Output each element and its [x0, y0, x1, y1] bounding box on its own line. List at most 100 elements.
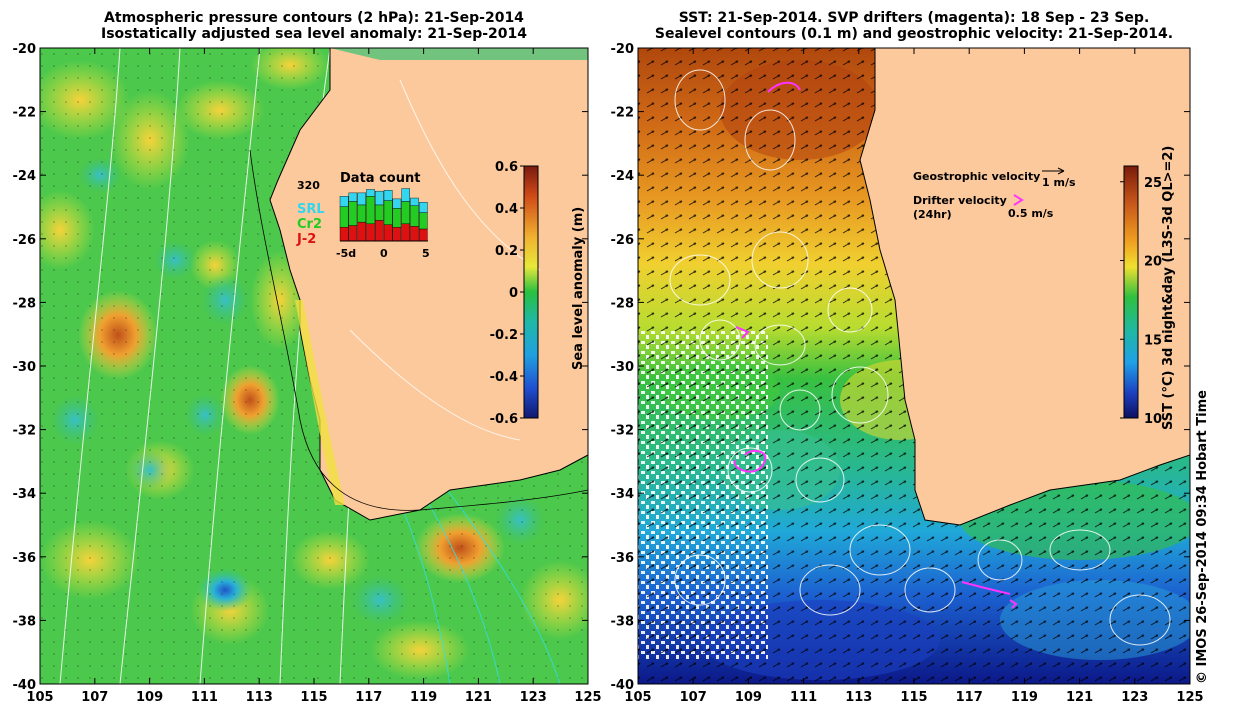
data-count-inset: Data count 320 SRL Cr2 J-2 -5d 0 5 [296, 171, 430, 260]
imos-credit: © IMOS 26-Sep-2014 09:34 Hobart Time [1195, 390, 1210, 684]
sst-colorbar-tick-label: 20 [1144, 255, 1162, 270]
data-count-max-label: 320 [297, 179, 320, 192]
leeuwin-current-band [295, 300, 345, 505]
data-count-bar-cr2 [410, 205, 419, 227]
right-lat-tick-label: -32 [611, 424, 635, 439]
sla-colorbar-tick-label: 0 [509, 286, 518, 301]
data-count-bar-srl [357, 192, 367, 206]
drifter-scale-label: 0.5 m/s [1008, 207, 1054, 220]
right-lon-tick-label: 109 [735, 690, 762, 705]
sst-colorbar: 25 20 15 10 SST (°C) 3d night&day (L3S-3d Q… [1120, 146, 1176, 430]
data-count-bar-srl [383, 190, 393, 201]
data-count-bar-srl [392, 198, 402, 209]
data-count-x-tick-end: 5 [422, 247, 430, 260]
sla-colorbar-ticks: 0.6 0.4 0.2 0 -0.2 -0.4 -0.6 [490, 160, 524, 427]
data-count-bar-j2 [357, 221, 367, 242]
legend-srl: SRL [297, 202, 325, 217]
right-lat-tick-label: -30 [611, 360, 635, 375]
right-panel-title: SST: 21-Sep-2014. SVP drifters (magenta)… [638, 10, 1190, 42]
right-lon-tick-label: 105 [624, 690, 651, 705]
left-lon-tick-label: 111 [191, 690, 218, 705]
data-count-bar-j2 [410, 226, 419, 242]
right-title-line1: SST: 21-Sep-2014. SVP drifters (magenta)… [678, 10, 1150, 26]
data-count-bar-cr2 [375, 204, 384, 221]
left-lat-tick-label: -40 [13, 678, 37, 693]
sla-colorbar-tick-label: 0.4 [495, 202, 518, 217]
sla-colorbar-tick-label: -0.2 [490, 328, 518, 343]
right-lon-tick-label: 111 [790, 690, 817, 705]
sst-colorbar-label: SST (°C) 3d night&day (L3S-3d QL>=2) [1161, 146, 1176, 430]
data-count-bar-j2 [419, 228, 428, 242]
left-lon-tick-label: 113 [246, 690, 273, 705]
right-lat-tick-label: -36 [611, 551, 635, 566]
left-lon-tick-label: 125 [574, 690, 601, 705]
left-lon-tick-label: 115 [300, 690, 327, 705]
data-count-x-tick-mid: 0 [380, 247, 388, 260]
data-count-bar-cr2 [348, 201, 358, 226]
left-lon-tick-label: 119 [410, 690, 437, 705]
geostrophic-scale-arrow [1042, 167, 1065, 175]
data-count-bar-srl [348, 192, 358, 202]
right-lon-tick-label: 113 [845, 690, 872, 705]
legend-cr2: Cr2 [297, 217, 322, 232]
velocity-legend: Geostrophic velocity 1 m/s Drifter veloc… [913, 167, 1076, 221]
sea-level-contours [669, 69, 1171, 646]
right-lon-tick-label: 107 [680, 690, 707, 705]
right-lon-tick-label: 119 [1011, 690, 1038, 705]
data-count-bar-srl [401, 188, 411, 202]
left-lat-tick-label: -36 [13, 551, 37, 566]
left-lon-tick-label: 121 [465, 690, 492, 705]
right-lon-tick-label: 115 [900, 690, 927, 705]
sla-coastal-band-north [330, 48, 588, 60]
right-title-line2: Sealevel contours (0.1 m) and geostrophi… [654, 26, 1174, 42]
shelf-break-left [249, 149, 588, 511]
right-lat-tick-label: -38 [611, 614, 635, 629]
right-lon-tick-label: 123 [1121, 690, 1148, 705]
left-lon-tick-label: 117 [355, 690, 382, 705]
data-count-bar-j2 [392, 227, 402, 242]
left-lon-tick-label: 109 [136, 690, 163, 705]
geostrophic-scale-label: 1 m/s [1042, 176, 1076, 189]
data-count-x-tick-start: -5d [336, 247, 356, 260]
data-count-bar-j2 [375, 220, 384, 242]
right-lat-tick-label: -26 [611, 233, 635, 248]
sst-colorbar-ramp [1123, 165, 1139, 419]
data-count-bar-cr2 [401, 201, 411, 225]
drifter-velocity-period: (24hr) [913, 208, 952, 221]
sst-colorbar-tick-label: 15 [1144, 333, 1162, 348]
sst-colorbar-tick-label: 10 [1144, 412, 1162, 427]
left-title-line1: Atmospheric pressure contours (2 hPa): 2… [104, 10, 524, 26]
sla-colorbar-tick-label: 0.2 [495, 244, 518, 259]
left-lat-tick-label: -20 [13, 42, 37, 57]
data-count-bar-cr2 [357, 204, 367, 223]
sla-colorbar-label: Sea level anomaly (m) [571, 207, 586, 370]
drifter-velocity-label: Drifter velocity [913, 194, 1007, 207]
sla-colorbar-tick-label: -0.4 [490, 370, 518, 385]
data-count-bar-cr2 [383, 200, 393, 225]
right-lon-tick-label: 121 [1066, 690, 1093, 705]
left-lat-tick-label: -38 [13, 614, 37, 629]
data-count-bars [339, 188, 428, 242]
data-count-bar-srl [410, 197, 419, 206]
left-lat-tick-label: -30 [13, 360, 37, 375]
sla-colorbar: 0.6 0.4 0.2 0 -0.2 -0.4 -0.6 Sea level anomaly… [490, 160, 586, 427]
drifter-scale-arrow [1013, 194, 1024, 206]
sla-colorbar-ramp [523, 165, 539, 419]
data-count-bar-srl [375, 190, 384, 206]
sla-colorbar-tick-label: 0.6 [495, 160, 518, 175]
left-lat-tick-label: -28 [13, 296, 37, 311]
sst-colorbar-ticks: 25 20 15 10 [1120, 176, 1162, 427]
right-lat-tick-label: -24 [611, 169, 635, 184]
right-lat-tick-label: -28 [611, 296, 635, 311]
right-lon-tick-label: 125 [1176, 690, 1203, 705]
data-count-bar-j2 [366, 223, 375, 242]
right-lat-tick-label: -20 [611, 42, 635, 57]
data-count-title: Data count [340, 171, 420, 186]
sst-colorbar-tick-label: 25 [1144, 176, 1162, 191]
data-count-bar-j2 [383, 224, 393, 242]
left-lat-tick-label: -32 [13, 424, 37, 439]
data-count-bar-cr2 [419, 212, 428, 230]
